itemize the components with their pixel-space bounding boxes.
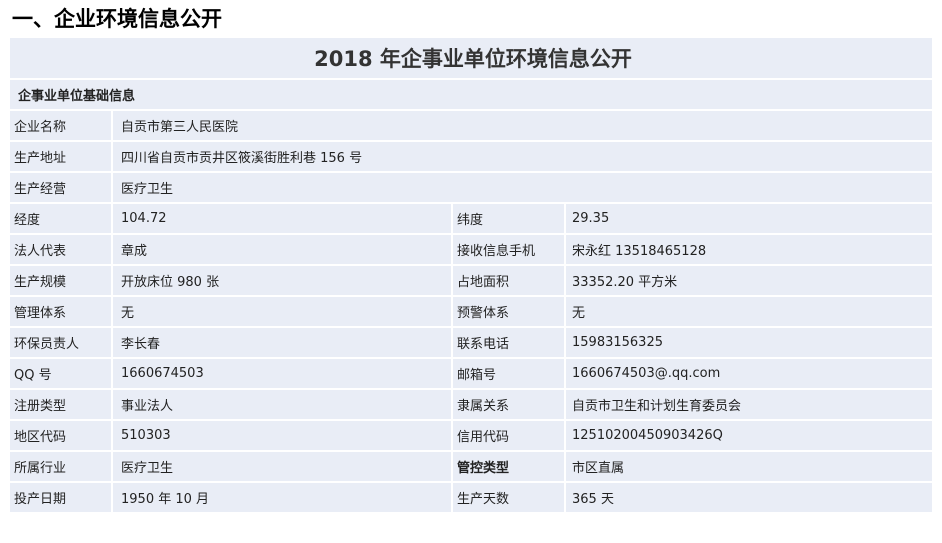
field-value: 医疗卫生 [111, 450, 453, 483]
field-value: 开放床位 980 张 [111, 264, 453, 297]
field-value: 12510200450903426Q [564, 419, 934, 452]
field-value: 李长春 [111, 326, 453, 359]
table-row: QQ 号 1660674503 邮箱号 1660674503@.qq.com [8, 357, 934, 390]
table-row: 注册类型 事业法人 隶属关系 自贡市卫生和计划生育委员会 [8, 388, 934, 421]
table-row: 所属行业 医疗卫生 管控类型 市区直属 [8, 450, 934, 483]
field-value: 15983156325 [564, 326, 934, 359]
field-value: 无 [111, 295, 453, 328]
table-row: 地区代码 510303 信用代码 12510200450903426Q [8, 419, 934, 452]
field-label: 法人代表 [8, 233, 113, 266]
field-value: 宋永红 13518465128 [564, 233, 934, 266]
field-value: 1950 年 10 月 [111, 481, 453, 514]
field-label: 投产日期 [8, 481, 113, 514]
field-label: 预警体系 [451, 295, 566, 328]
table-row: 投产日期 1950 年 10 月生产天数 365 天 [8, 481, 934, 514]
field-value: 104.72 [111, 202, 453, 235]
table-row: 生产地址 四川省自贡市贡井区筱溪街胜利巷 156 号 [8, 140, 934, 173]
table-row: 经度 104.72 纬度 29.35 [8, 202, 934, 235]
field-value: 1660674503 [111, 357, 453, 390]
field-value: 四川省自贡市贡井区筱溪街胜利巷 156 号 [111, 140, 934, 173]
table-row: 法人代表 章成 接收信息手机 宋永红 13518465128 [8, 233, 934, 266]
field-label: 环保员责人 [8, 326, 113, 359]
field-label: 隶属关系 [451, 388, 566, 421]
field-value: 事业法人 [111, 388, 453, 421]
section-heading: 一、企业环境信息公开 [12, 7, 222, 31]
table-row: 管理体系无预警体系无 [8, 295, 934, 328]
table-row: 生产经营 医疗卫生 [8, 171, 934, 204]
field-value: 医疗卫生 [111, 171, 934, 204]
field-label: 生产地址 [8, 140, 113, 173]
table-title: 2018 年企事业单位环境信息公开 [8, 36, 934, 80]
field-value: 自贡市卫生和计划生育委员会 [564, 388, 934, 421]
field-value: 无 [564, 295, 934, 328]
field-label: QQ 号 [8, 357, 113, 390]
field-value: 365 天 [564, 481, 934, 514]
field-label: 邮箱号 [451, 357, 566, 390]
field-label: 生产天数 [451, 481, 566, 514]
field-label: 所属行业 [8, 450, 113, 483]
field-label: 管理体系 [8, 295, 113, 328]
field-label: 纬度 [451, 202, 566, 235]
field-value: 章成 [111, 233, 453, 266]
section-label: 企事业单位基础信息 [8, 78, 934, 111]
field-label: 经度 [8, 202, 113, 235]
field-label: 注册类型 [8, 388, 113, 421]
field-value: 自贡市第三人民医院 [111, 109, 934, 142]
field-value: 510303 [111, 419, 453, 452]
field-label: 联系电话 [451, 326, 566, 359]
field-value: 市区直属 [564, 450, 934, 483]
field-value: 1660674503@.qq.com [564, 357, 934, 390]
table-row: 企业名称 自贡市第三人民医院 [8, 109, 934, 142]
field-label: 占地面积 [451, 264, 566, 297]
field-label: 生产规模 [8, 264, 113, 297]
field-value: 33352.20 平方米 [564, 264, 934, 297]
table-row: 环保员责人 李长春 联系电话 15983156325 [8, 326, 934, 359]
field-value: 29.35 [564, 202, 934, 235]
field-label: 生产经营 [8, 171, 113, 204]
field-label: 信用代码 [451, 419, 566, 452]
field-label: 接收信息手机 [451, 233, 566, 266]
field-label: 企业名称 [8, 109, 113, 142]
field-label: 地区代码 [8, 419, 113, 452]
field-label: 管控类型 [451, 450, 566, 483]
table-row: 生产规模 开放床位 980 张占地面积 33352.20 平方米 [8, 264, 934, 297]
enterprise-info-table: 2018 年企事业单位环境信息公开 企事业单位基础信息 企业名称 自贡市第三人民医… [8, 36, 934, 514]
